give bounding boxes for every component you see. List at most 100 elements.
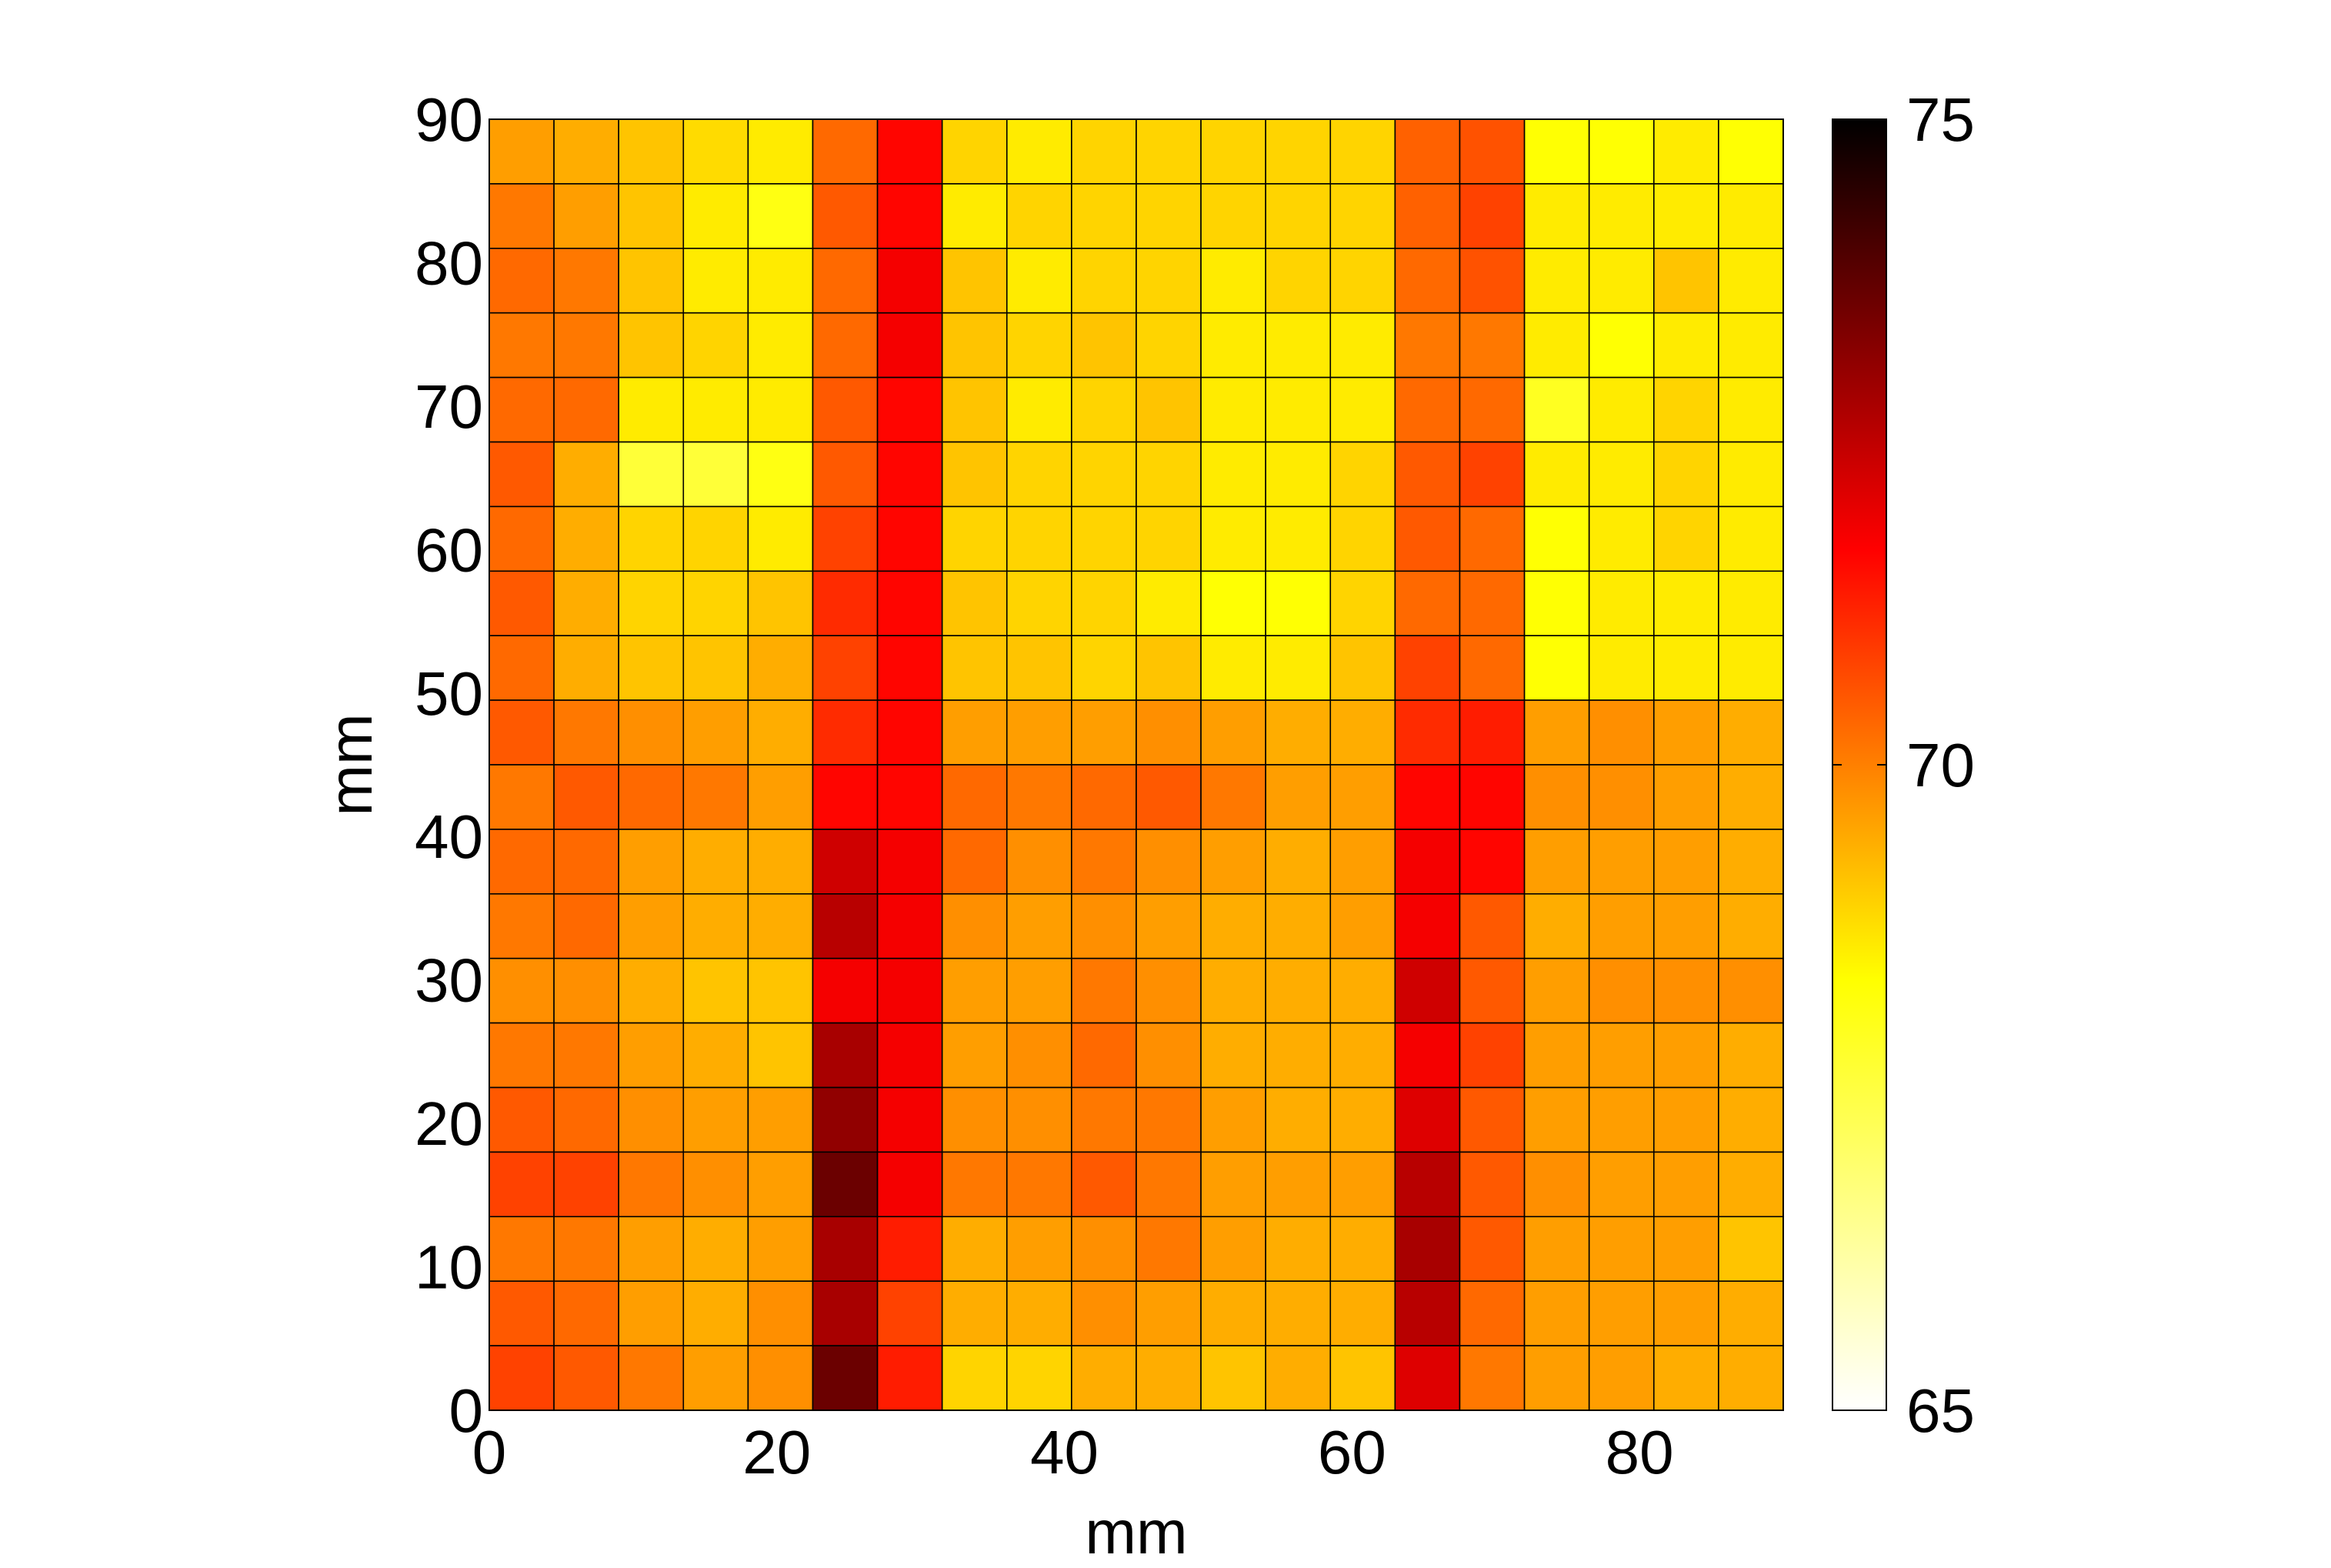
heatmap-cell (1265, 247, 1332, 314)
heatmap-cell (1718, 1216, 1784, 1283)
heatmap-cell (876, 441, 943, 508)
heatmap-cell (1200, 1216, 1266, 1283)
heatmap-cell (489, 570, 555, 636)
heatmap-cell (1588, 183, 1655, 249)
heatmap-cell (1329, 635, 1396, 701)
heatmap-cell (1394, 247, 1461, 314)
heatmap-cell (1006, 1280, 1072, 1346)
heatmap-cell (1329, 1280, 1396, 1346)
heatmap-cell (553, 764, 619, 830)
heatmap-cell (1329, 1151, 1396, 1218)
heatmap-cell (1265, 1280, 1332, 1346)
heatmap-cell (682, 247, 749, 314)
heatmap-cell (1265, 1151, 1332, 1218)
heatmap-cell (1071, 441, 1137, 508)
heatmap-cell (1200, 312, 1266, 379)
heatmap-cell (489, 1345, 555, 1411)
heatmap-cell (682, 441, 749, 508)
heatmap-cell (553, 376, 619, 443)
heatmap-cell (747, 1022, 814, 1089)
heatmap-cell (1588, 764, 1655, 830)
heatmap-cell (1006, 1086, 1072, 1153)
heatmap-cell (1265, 1345, 1332, 1411)
heatmap-cell (1718, 893, 1784, 959)
heatmap-cell (747, 376, 814, 443)
heatmap-cell (1071, 829, 1137, 895)
heatmap-cell (1200, 699, 1266, 766)
heatmap-cell (1718, 1086, 1784, 1153)
heatmap-cell (1135, 829, 1202, 895)
heatmap-cell (876, 1280, 943, 1346)
heatmap-cell (812, 699, 879, 766)
heatmap-cell (812, 635, 879, 701)
heatmap-cell (1394, 183, 1461, 249)
heatmap-cell (941, 376, 1008, 443)
heatmap-cell (812, 1086, 879, 1153)
heatmap-cell (1200, 376, 1266, 443)
heatmap-cell (1006, 183, 1072, 249)
heatmap-cell (1718, 376, 1784, 443)
heatmap-cell (812, 247, 879, 314)
heatmap-cell (941, 893, 1008, 959)
heatmap-cell (553, 893, 619, 959)
heatmap-cell (1200, 1151, 1266, 1218)
heatmap-cell (553, 635, 619, 701)
heatmap-cell (1135, 893, 1202, 959)
heatmap-cell (1071, 183, 1137, 249)
heatmap-cell (747, 635, 814, 701)
heatmap-cell (812, 957, 879, 1024)
heatmap-cell (489, 1086, 555, 1153)
heatmap-cell (553, 1151, 619, 1218)
y-tick-label: 90 (415, 85, 483, 154)
heatmap-cell (489, 441, 555, 508)
heatmap-cell (1523, 893, 1590, 959)
heatmap-cell (682, 1086, 749, 1153)
heatmap-cell (618, 635, 685, 701)
heatmap-cell (682, 570, 749, 636)
heatmap-cell (941, 764, 1008, 830)
heatmap-cell (489, 764, 555, 830)
heatmap-cell (682, 1216, 749, 1283)
heatmap-cell (1394, 312, 1461, 379)
heatmap-cell (618, 312, 685, 379)
heatmap-cell (1200, 118, 1266, 185)
heatmap-cell (1071, 376, 1137, 443)
heatmap-cell (1523, 441, 1590, 508)
heatmap-cell (1265, 505, 1332, 572)
heatmap-cell (1718, 829, 1784, 895)
heatmap-cell (941, 1280, 1008, 1346)
heatmap-cell (1135, 570, 1202, 636)
heatmap-cell (682, 376, 749, 443)
heatmap-cell (1653, 893, 1719, 959)
heatmap-cell (489, 505, 555, 572)
heatmap-cell (1653, 764, 1719, 830)
heatmap-cell (1523, 505, 1590, 572)
heatmap-cell (1653, 505, 1719, 572)
heatmap-cell (1394, 957, 1461, 1024)
heatmap-cell (1588, 829, 1655, 895)
heatmap-cell (1006, 376, 1072, 443)
heatmap-cell (489, 1216, 555, 1283)
heatmap-cell (682, 764, 749, 830)
heatmap-cell (1265, 441, 1332, 508)
heatmap-cell (1071, 635, 1137, 701)
heatmap-cell (618, 1216, 685, 1283)
heatmap-cell (747, 957, 814, 1024)
heatmap-cell (812, 570, 879, 636)
heatmap-cell (1523, 376, 1590, 443)
heatmap-cell (1265, 1086, 1332, 1153)
heatmap-cell (1394, 1151, 1461, 1218)
heatmap-cell (1459, 957, 1526, 1024)
heatmap-cell (941, 1151, 1008, 1218)
heatmap-cell (1459, 829, 1526, 895)
heatmap-cell (747, 183, 814, 249)
heatmap-cell (1329, 1086, 1396, 1153)
heatmap-cell (812, 441, 879, 508)
heatmap-cell (1135, 1086, 1202, 1153)
heatmap-cell (1718, 635, 1784, 701)
heatmap-cell (1006, 957, 1072, 1024)
heatmap-cell (1459, 570, 1526, 636)
heatmap-cell (553, 829, 619, 895)
heatmap-cell (1459, 1086, 1526, 1153)
heatmap-cell (1006, 1022, 1072, 1089)
